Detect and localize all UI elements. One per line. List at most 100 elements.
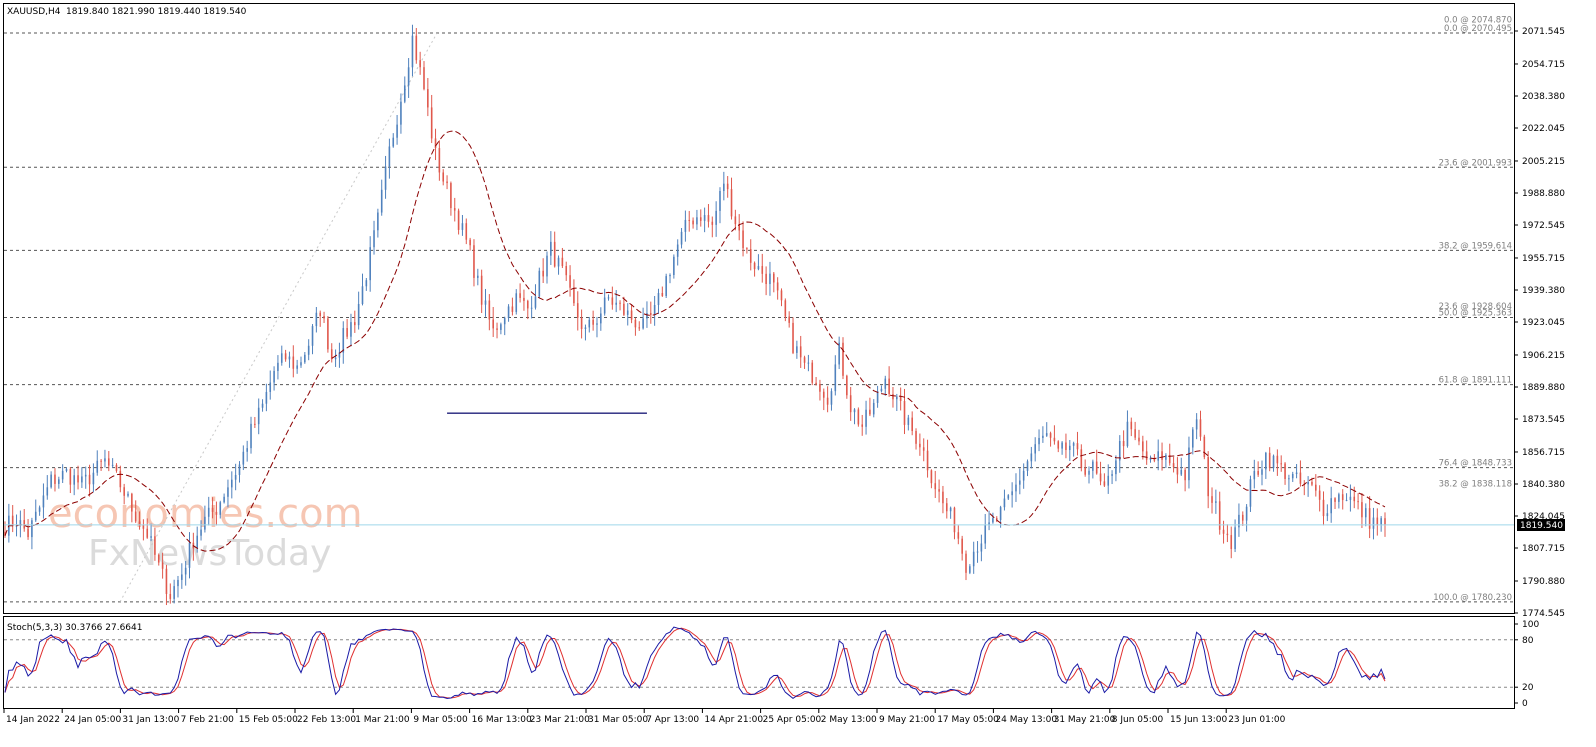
candle xyxy=(427,77,429,117)
candle xyxy=(949,506,952,519)
candle xyxy=(1076,431,1079,456)
candle-body xyxy=(230,479,233,488)
candle-body xyxy=(257,407,260,425)
candle-body xyxy=(707,215,710,222)
candle xyxy=(1318,485,1321,512)
candle xyxy=(1238,503,1240,537)
candle-body xyxy=(942,491,944,504)
candle-body xyxy=(196,535,199,549)
candle xyxy=(69,467,72,494)
candle-body xyxy=(788,316,790,323)
candle-body xyxy=(938,489,940,492)
candle xyxy=(173,579,175,604)
candle xyxy=(1095,449,1098,475)
candle xyxy=(1015,473,1017,502)
candle xyxy=(1191,427,1194,455)
candle xyxy=(1092,459,1094,479)
candle xyxy=(403,76,406,104)
candle-body xyxy=(869,409,871,415)
candle xyxy=(1149,455,1152,463)
candle-body xyxy=(177,579,179,587)
candle xyxy=(1218,491,1221,535)
candle xyxy=(596,316,598,338)
candle xyxy=(96,450,99,476)
candle-body xyxy=(1053,437,1056,442)
candle xyxy=(184,560,187,586)
candle-body xyxy=(1161,451,1163,460)
candle xyxy=(357,291,360,330)
candle xyxy=(161,552,164,579)
candle-body xyxy=(1111,474,1113,476)
candle xyxy=(734,209,737,231)
candle xyxy=(680,227,683,249)
candle xyxy=(922,438,925,462)
candle xyxy=(688,210,691,232)
candle-body xyxy=(888,378,890,395)
candle xyxy=(204,505,206,533)
candle-body xyxy=(1234,527,1236,549)
candle xyxy=(976,541,979,563)
candle xyxy=(661,286,664,297)
candle-body xyxy=(546,255,548,277)
candle-body xyxy=(165,568,168,594)
candle-body xyxy=(826,397,829,405)
candle-body xyxy=(815,382,817,385)
candle-body xyxy=(857,409,860,425)
candle-body xyxy=(542,270,544,277)
candle xyxy=(634,317,637,336)
candle xyxy=(1180,457,1183,476)
time-tick-label: 31 Mar 05:00 xyxy=(588,715,648,725)
current-price-value: 1819.540 xyxy=(1520,521,1563,531)
candle xyxy=(211,497,214,519)
candle-body xyxy=(269,382,272,392)
candle xyxy=(334,349,337,367)
candle-body xyxy=(465,223,468,240)
candle xyxy=(1042,426,1044,443)
candle-body xyxy=(949,507,952,512)
candle-body xyxy=(550,241,552,256)
candle-body xyxy=(238,464,241,475)
candle xyxy=(146,518,149,539)
candle xyxy=(1030,446,1033,469)
candle xyxy=(207,496,210,526)
candle xyxy=(396,114,398,145)
candle-body xyxy=(876,391,879,403)
candle-body xyxy=(1095,461,1098,474)
candle-body xyxy=(330,349,333,360)
candle-body xyxy=(1042,435,1044,438)
candle-body xyxy=(1188,447,1190,481)
candle xyxy=(1138,429,1140,446)
candle xyxy=(953,506,956,540)
candle-body xyxy=(1080,449,1083,468)
candle xyxy=(600,307,602,331)
candle xyxy=(838,336,840,370)
candle-body xyxy=(1384,518,1386,525)
candle-body xyxy=(822,391,825,398)
candle xyxy=(1334,497,1336,509)
candle xyxy=(723,171,725,201)
candle xyxy=(453,197,456,222)
candle-body xyxy=(1203,436,1206,458)
candle xyxy=(1118,435,1121,473)
candle-body xyxy=(227,487,229,497)
candle xyxy=(626,303,629,326)
candle xyxy=(1061,441,1063,455)
candle-body xyxy=(477,275,479,278)
candle xyxy=(1326,504,1329,522)
candle xyxy=(223,493,225,504)
candle-body xyxy=(204,516,206,530)
candle-body xyxy=(861,424,864,427)
candle-body xyxy=(830,391,833,405)
candle xyxy=(288,351,291,368)
candle-body xyxy=(396,124,398,138)
candle xyxy=(561,247,564,269)
candle xyxy=(584,324,587,341)
price-tick-label: 1790.880 xyxy=(1522,577,1565,587)
candle-body xyxy=(500,324,502,330)
candle-body xyxy=(1199,419,1202,437)
candle xyxy=(603,288,606,316)
candle xyxy=(84,466,87,489)
candle-body xyxy=(473,245,475,278)
